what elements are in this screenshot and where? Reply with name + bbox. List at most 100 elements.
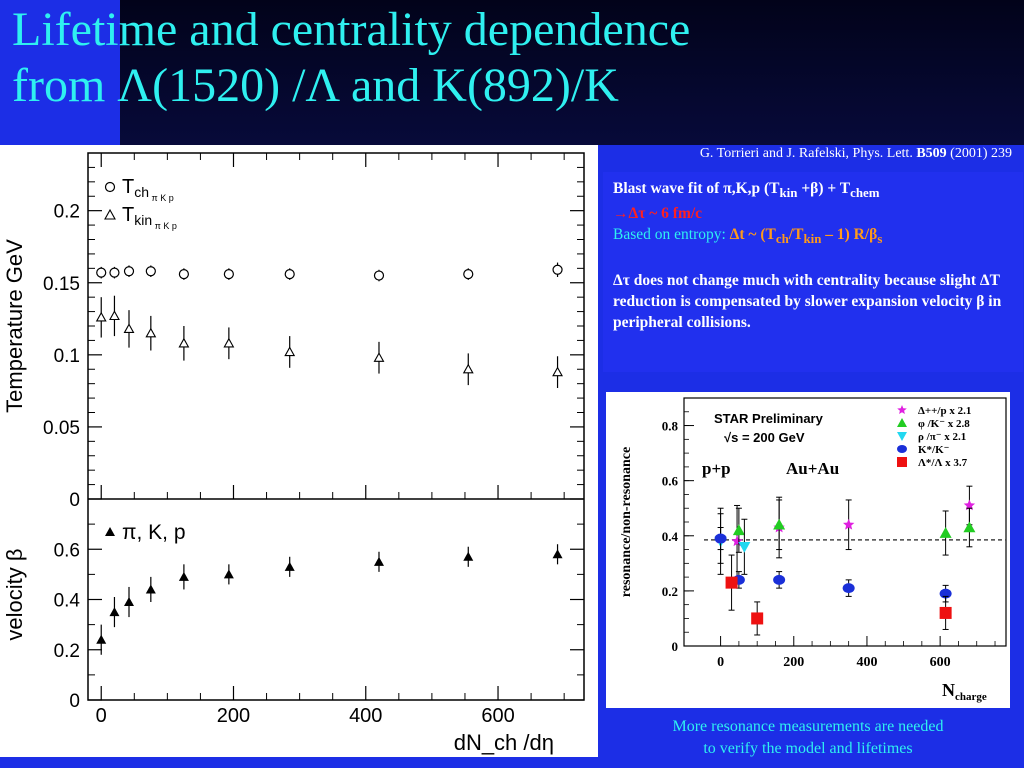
- tkin-data-point: [95, 311, 107, 322]
- ratio-data-point-0: [731, 535, 743, 547]
- x-axis-label: dN_ch /dη: [454, 730, 554, 755]
- legend-tkin-marker: [104, 208, 116, 220]
- ratio-tick-label: 0.8: [662, 419, 679, 434]
- tkin-data-point: [284, 346, 296, 357]
- velocity-tick-label: 0: [69, 691, 80, 712]
- legend-label-1: φ /K⁻ x 2.8: [918, 418, 970, 430]
- legend-marker-2: [897, 432, 907, 441]
- legend-marker-4: [897, 457, 907, 467]
- nch-tick-label: 0: [717, 655, 724, 670]
- ratio-data-point-4: [939, 606, 952, 619]
- note-line-2: to verify the model and lifetimes: [703, 740, 913, 757]
- ratio-data-point-1: [963, 521, 976, 533]
- tkin-data-point: [462, 363, 474, 374]
- nch-axis-label: Ncharge: [942, 680, 987, 703]
- legend-marker-0: [897, 405, 907, 414]
- tch-data-point: [145, 266, 156, 277]
- tkin-data-point: [145, 327, 157, 338]
- legend-velocity-marker: [105, 527, 115, 536]
- temperature-tick-label: 0.05: [43, 418, 80, 439]
- ratio-tick-label: 0.2: [662, 584, 678, 599]
- ratio-tick-label: 0.4: [662, 529, 679, 544]
- entropy-line: Based on entropy: Δt ~ (Tch/Tkin – 1) R/…: [613, 224, 1013, 249]
- tkin-data-point: [178, 337, 190, 348]
- ratio-axis-label: resonance/non-resonance: [619, 447, 634, 597]
- velocity-data-point: [373, 556, 384, 566]
- velocity-tick-label: 0.2: [54, 641, 80, 662]
- auau-annotation: Au+Au: [786, 459, 839, 478]
- ratio-data-point-0: [963, 499, 976, 511]
- title-line-2: from Λ(1520) /Λ and K(892)/K: [12, 59, 619, 112]
- ratio-data-point-4: [725, 576, 738, 589]
- formula-part-b: /T: [788, 226, 804, 244]
- ratio-tick-label: 0: [672, 639, 679, 654]
- formula-part-c: – 1) R/β: [821, 226, 878, 244]
- citation-volume: B509: [916, 146, 947, 161]
- pp-annotation: p+p: [702, 459, 731, 478]
- velocity-tick-label: 0.4: [54, 591, 81, 612]
- left-plot-frame: [87, 152, 585, 701]
- x-tick-label: 400: [349, 705, 382, 727]
- temperature-tick-label: 0.2: [54, 202, 80, 223]
- tch-data-point: [223, 269, 234, 280]
- tch-data-point: [373, 270, 385, 281]
- title-background: [120, 0, 1024, 145]
- legend-tch-marker: [104, 181, 116, 193]
- bottom-note: More resonance measurements are needed t…: [606, 716, 1010, 760]
- entropy-label: Based on entropy:: [613, 226, 730, 244]
- legend-marker-1: [897, 418, 907, 427]
- ratio-data-point-0: [843, 518, 855, 530]
- citation-suffix: (2001) 239: [946, 146, 1012, 161]
- citation: G. Torrieri and J. Rafelski, Phys. Lett.…: [700, 146, 1012, 162]
- ratio-data-point-3: [842, 583, 855, 594]
- entropy-formula: Δt ~ (Tch/Tkin – 1) R/βs: [729, 226, 883, 247]
- energy-label: √s = 200 GeV: [724, 430, 805, 445]
- tch-data-point: [109, 267, 120, 278]
- ratio-data-point-1: [773, 518, 786, 530]
- tch-data-point: [178, 269, 189, 280]
- ratio-data-point-2: [738, 542, 751, 553]
- blast-wave-text-b: +β) + T: [797, 180, 851, 197]
- formula-sub-s: s: [877, 231, 883, 247]
- velocity-data-point: [463, 551, 474, 561]
- ratio-data-point-1: [732, 524, 745, 536]
- nch-tick-label: 200: [783, 655, 804, 670]
- blast-wave-text-a: Blast wave fit of π,K,p (T: [613, 180, 780, 197]
- right-figure-svg: 0 0.2 0.4 0.6 0.8 0 200 400 600 resonance/non-res…: [619, 397, 1007, 703]
- explanation-box: Blast wave fit of π,K,p (Tkin +β) + Tche…: [603, 172, 1023, 372]
- legend-label-4: Λ*/Λ x 3.7: [918, 457, 968, 469]
- centrality-explanation: Δτ does not change much with centrality …: [613, 272, 1002, 332]
- blast-wave-sub-chem: chem: [850, 185, 880, 201]
- temperature-tick-label: 0.1: [54, 346, 80, 367]
- citation-prefix: G. Torrieri and J. Rafelski, Phys. Lett.: [699, 146, 917, 161]
- x-tick-label: 200: [217, 705, 250, 727]
- velocity-data-point: [145, 584, 156, 594]
- ratio-data-point-3: [773, 574, 786, 585]
- left-figure: 0 0.05 0.1 0.15 0.2 0 0.2 0.4 0.6 0 200 400 600 Tempe…: [0, 145, 598, 757]
- tkin-data-point: [109, 310, 120, 321]
- title-background-left: [0, 0, 120, 145]
- formula-sub-kin: kin: [803, 231, 822, 247]
- tch-data-point: [284, 269, 295, 280]
- tkin-data-point: [123, 323, 135, 334]
- legend-marker-3: [897, 445, 907, 453]
- ratio-data-point-4: [751, 612, 764, 625]
- velocity-data-point: [223, 569, 234, 579]
- legend-label-2: ρ /π⁻ x 2.1: [918, 431, 966, 443]
- left-figure-svg: 0 0.05 0.1 0.15 0.2 0 0.2 0.4 0.6 0 200 400 600 Tempe…: [2, 152, 585, 755]
- star-preliminary-label: STAR Preliminary: [714, 411, 824, 426]
- temperature-tick-label: 0.15: [43, 274, 80, 295]
- right-figure: 0 0.2 0.4 0.6 0.8 0 200 400 600 resonance/non-res…: [606, 392, 1010, 708]
- tch-data-point: [96, 267, 107, 278]
- tkin-data-point: [373, 352, 385, 362]
- tkin-data-point: [223, 337, 235, 348]
- blast-wave-sub-kin: kin: [779, 185, 798, 201]
- formula-part-a: Δt ~ (T: [729, 226, 776, 244]
- legend-tkin-label: Tkin π K p: [122, 204, 177, 231]
- nch-tick-label: 400: [856, 655, 877, 670]
- legend-velocity-label: π, K, p: [122, 521, 186, 544]
- ratio-tick-label: 0.6: [662, 474, 679, 489]
- legend-tch-label: Tch π K p: [122, 176, 174, 203]
- legend-label-3: K*/K⁻: [918, 444, 950, 456]
- slide-title: Lifetime and centrality dependence from …: [12, 2, 690, 114]
